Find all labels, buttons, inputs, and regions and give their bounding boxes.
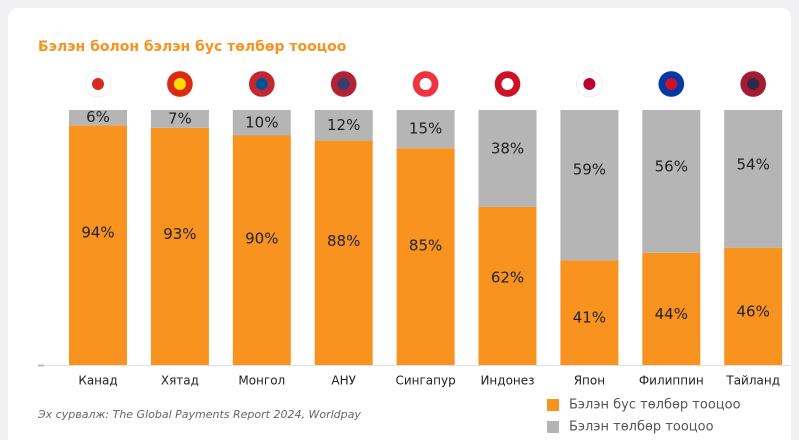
flag-detail — [501, 78, 514, 90]
data-label: 54% — [737, 156, 770, 174]
bar-segment — [642, 252, 701, 365]
flag-detail — [255, 78, 268, 90]
legend-swatch — [547, 421, 559, 433]
bar-segment — [478, 206, 537, 365]
bar-segment — [478, 110, 537, 207]
flag-detail — [419, 78, 432, 90]
data-label: 15% — [409, 120, 442, 138]
data-label: 85% — [409, 236, 442, 254]
legend-swatch — [547, 399, 559, 411]
x-tick-label: Монгол — [238, 374, 285, 388]
x-tick-label: Хятад — [161, 374, 199, 388]
x-tick-label: Филиппин — [639, 374, 704, 388]
bar-segment — [69, 110, 127, 126]
data-label: 7% — [168, 109, 192, 127]
bar-segment — [232, 110, 291, 136]
bar-segment — [232, 135, 291, 365]
x-tick-label: Япон — [574, 374, 605, 388]
bar-segment — [150, 127, 209, 365]
x-tick-label: Тайланд — [725, 374, 780, 388]
data-label: 62% — [491, 269, 524, 287]
legend-label: Бэлэн төлбөр тооцоо — [569, 420, 714, 435]
data-label: 10% — [245, 113, 278, 131]
x-tick-label: Индонез — [480, 374, 534, 388]
data-label: 46% — [737, 303, 770, 321]
data-label: 93% — [163, 225, 196, 243]
flag-detail — [92, 78, 104, 90]
legend-label: Бэлэн бус төлбөр тооцоо — [569, 398, 741, 413]
bar-segment — [69, 125, 127, 365]
data-label: 41% — [573, 308, 606, 326]
data-label: 94% — [81, 224, 114, 242]
data-label: 44% — [655, 305, 688, 323]
data-label: 12% — [327, 116, 360, 134]
bar-segment — [396, 110, 455, 149]
flag-detail — [747, 78, 760, 90]
data-label: 90% — [245, 229, 278, 247]
bar-segment — [724, 247, 783, 365]
data-label: 59% — [573, 161, 606, 179]
bar-segment — [560, 260, 619, 365]
bar-segment — [314, 140, 373, 365]
bar-segment — [724, 110, 783, 248]
x-tick-label: Канад — [78, 374, 117, 388]
data-label: 38% — [491, 139, 524, 157]
bar-segment — [396, 148, 455, 365]
flag-detail — [337, 78, 350, 90]
source: Эх сурвалж: The Global Payments Report 2… — [37, 408, 361, 421]
flag-detail — [665, 78, 678, 90]
data-label: 56% — [655, 158, 688, 176]
bar-segment — [314, 110, 373, 141]
flag-detail — [583, 78, 596, 90]
chart-title: Бэлэн болон бэлэн бус төлбөр тооцоо — [38, 39, 347, 55]
x-tick-label: Сингапур — [395, 374, 455, 388]
bar-segment — [150, 110, 209, 128]
flag-detail — [173, 78, 186, 90]
bar-segment — [560, 110, 619, 261]
x-tick-label: АНУ — [331, 374, 356, 388]
data-label: 88% — [327, 232, 360, 250]
data-label: 6% — [86, 108, 110, 126]
bar-segment — [642, 110, 701, 253]
